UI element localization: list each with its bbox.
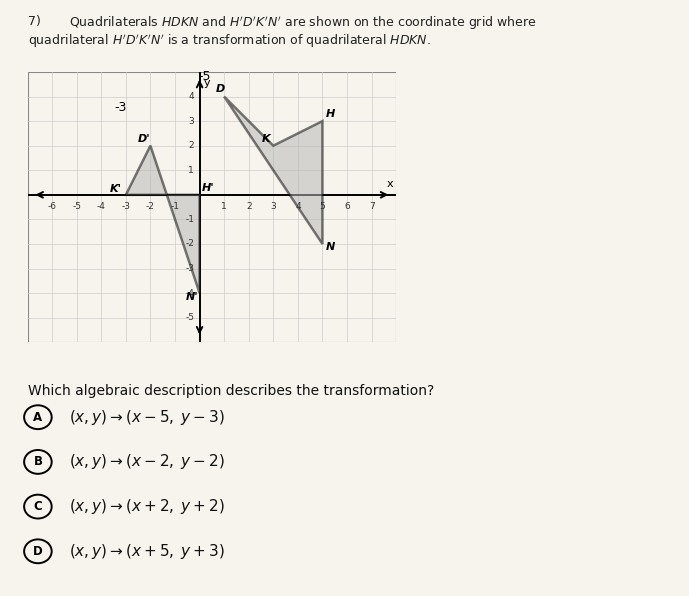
Text: 3: 3	[270, 201, 276, 211]
Text: $(x, y) \rightarrow (x + 5,\; y + 3)$: $(x, y) \rightarrow (x + 5,\; y + 3)$	[69, 542, 225, 561]
Text: H': H'	[202, 183, 215, 193]
Text: -3: -3	[115, 101, 127, 114]
Text: $(x, y) \rightarrow (x - 2,\; y - 2)$: $(x, y) \rightarrow (x - 2,\; y - 2)$	[69, 452, 225, 471]
Text: Which algebraic description describes the transformation?: Which algebraic description describes th…	[28, 384, 434, 398]
Text: 3: 3	[188, 117, 194, 126]
Text: 5: 5	[320, 201, 325, 211]
Text: D: D	[33, 545, 43, 558]
Text: 7): 7)	[28, 15, 41, 28]
Text: D: D	[216, 83, 225, 94]
Text: -5: -5	[72, 201, 81, 211]
Text: -3: -3	[185, 264, 194, 273]
Text: K': K'	[110, 184, 122, 194]
Text: 1: 1	[221, 201, 227, 211]
Text: y: y	[204, 78, 211, 88]
Text: C: C	[34, 500, 42, 513]
Text: B: B	[33, 455, 43, 468]
Text: 2: 2	[189, 141, 194, 150]
Text: N': N'	[186, 293, 198, 303]
Polygon shape	[126, 145, 200, 293]
Text: -2: -2	[146, 201, 155, 211]
Text: 2: 2	[246, 201, 251, 211]
Polygon shape	[224, 97, 322, 244]
Text: 4: 4	[295, 201, 300, 211]
Text: -1: -1	[170, 201, 180, 211]
Text: -4: -4	[185, 288, 194, 297]
Text: quadrilateral $\mathbf{\it{H'D'K'N'}}$ is a transformation of quadrilateral $\ma: quadrilateral $\mathbf{\it{H'D'K'N'}}$ i…	[28, 33, 431, 50]
Text: 7: 7	[369, 201, 375, 211]
Text: K: K	[263, 134, 271, 144]
Text: N: N	[326, 242, 336, 252]
Text: -5: -5	[185, 313, 194, 322]
Text: 4: 4	[189, 92, 194, 101]
Text: D': D'	[138, 134, 151, 144]
Text: -3: -3	[121, 201, 130, 211]
Text: $(x, y) \rightarrow (x + 2,\; y + 2)$: $(x, y) \rightarrow (x + 2,\; y + 2)$	[69, 497, 225, 516]
Text: -1: -1	[185, 215, 194, 224]
Text: Quadrilaterals $\mathbf{\it{HDKN}}$ and $\mathbf{\it{H'D'K'N'}}$ are shown on th: Quadrilaterals $\mathbf{\it{HDKN}}$ and …	[69, 15, 537, 32]
Text: -5: -5	[198, 70, 211, 83]
Text: x: x	[387, 179, 393, 190]
Text: -6: -6	[48, 201, 56, 211]
Text: 6: 6	[344, 201, 350, 211]
Text: H: H	[326, 110, 336, 119]
Text: A: A	[33, 411, 43, 424]
Text: $(x, y) \rightarrow (x - 5,\; y - 3)$: $(x, y) \rightarrow (x - 5,\; y - 3)$	[69, 408, 225, 427]
Text: -2: -2	[185, 240, 194, 249]
Text: 1: 1	[188, 166, 194, 175]
Text: -4: -4	[97, 201, 105, 211]
